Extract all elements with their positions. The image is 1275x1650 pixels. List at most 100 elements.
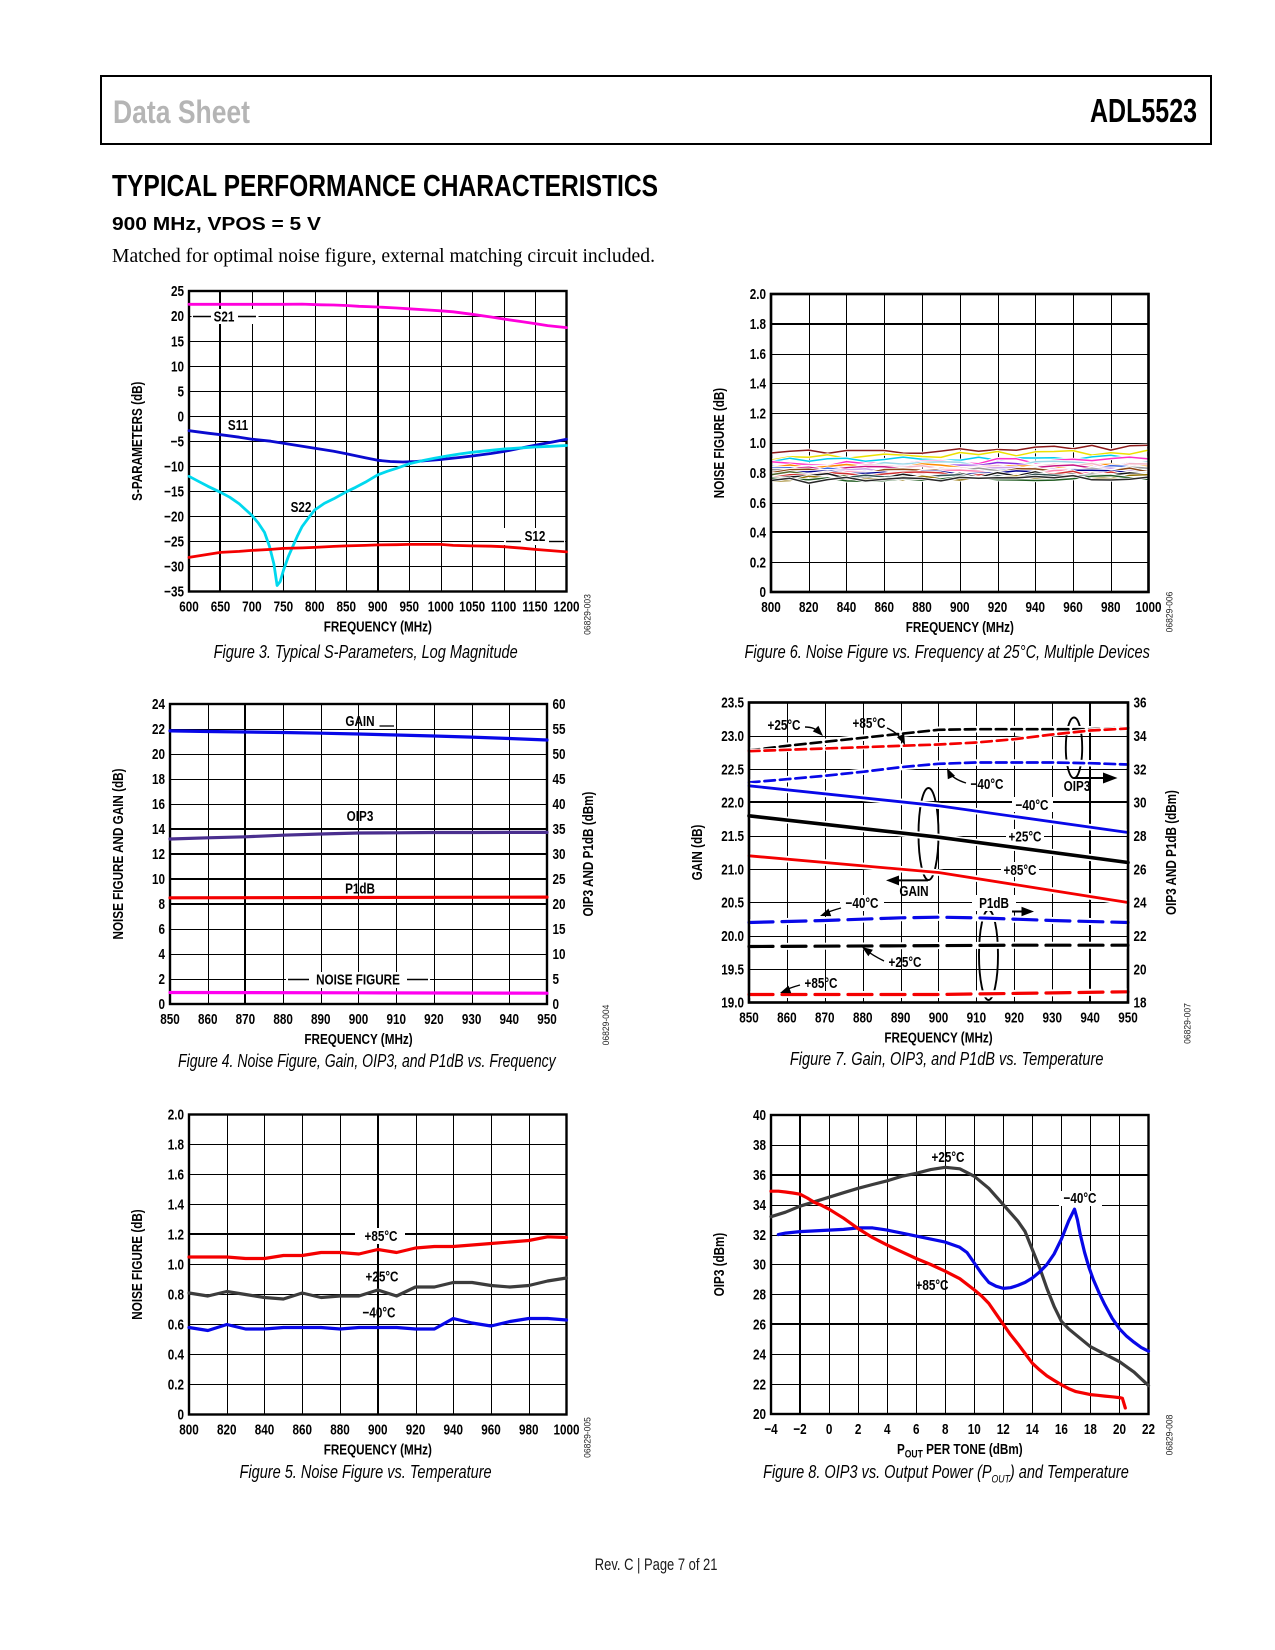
svg-text:0: 0 bbox=[158, 996, 165, 1013]
svg-text:12: 12 bbox=[152, 846, 165, 863]
svg-text:940: 940 bbox=[1080, 1009, 1100, 1026]
svg-text:GAIN: GAIN bbox=[345, 713, 374, 730]
svg-text:800: 800 bbox=[179, 1421, 199, 1438]
svg-text:6: 6 bbox=[913, 1421, 920, 1438]
svg-text:750: 750 bbox=[274, 598, 294, 615]
svg-text:−5: −5 bbox=[171, 433, 185, 450]
svg-text:20: 20 bbox=[1134, 961, 1147, 978]
svg-text:14: 14 bbox=[1026, 1421, 1039, 1438]
svg-text:23.0: 23.0 bbox=[721, 728, 744, 745]
svg-text:850: 850 bbox=[337, 598, 357, 615]
svg-text:6: 6 bbox=[158, 921, 165, 938]
svg-text:+85°C: +85°C bbox=[805, 975, 838, 992]
svg-text:+85°C: +85°C bbox=[853, 715, 886, 732]
svg-text:950: 950 bbox=[537, 1011, 557, 1028]
svg-text:OIP3: OIP3 bbox=[1064, 778, 1091, 795]
svg-text:2.0: 2.0 bbox=[750, 286, 766, 303]
svg-text:GAIN: GAIN bbox=[899, 883, 928, 900]
svg-text:+25°C: +25°C bbox=[932, 1149, 965, 1166]
svg-text:4: 4 bbox=[158, 946, 165, 963]
svg-text:19.5: 19.5 bbox=[721, 961, 744, 978]
svg-text:1000: 1000 bbox=[1135, 599, 1161, 616]
svg-text:25: 25 bbox=[553, 871, 566, 888]
svg-text:800: 800 bbox=[761, 599, 781, 616]
svg-text:P1dB: P1dB bbox=[345, 880, 375, 897]
svg-text:24: 24 bbox=[152, 696, 165, 713]
svg-text:700: 700 bbox=[242, 598, 262, 615]
svg-text:−15: −15 bbox=[164, 483, 184, 500]
svg-text:NOISE FIGURE (dB): NOISE FIGURE (dB) bbox=[129, 1209, 146, 1319]
svg-text:34: 34 bbox=[1134, 728, 1147, 745]
svg-text:940: 940 bbox=[443, 1421, 463, 1438]
svg-text:2.0: 2.0 bbox=[168, 1106, 184, 1123]
svg-text:5: 5 bbox=[177, 383, 184, 400]
svg-text:−20: −20 bbox=[164, 508, 184, 525]
svg-text:2: 2 bbox=[158, 971, 165, 988]
svg-text:40: 40 bbox=[553, 796, 566, 813]
svg-text:0.4: 0.4 bbox=[750, 524, 767, 541]
svg-text:840: 840 bbox=[837, 599, 857, 616]
svg-text:OIP3 AND P1dB (dBm): OIP3 AND P1dB (dBm) bbox=[580, 792, 597, 917]
svg-text:S22: S22 bbox=[291, 499, 312, 516]
svg-text:1.0: 1.0 bbox=[750, 435, 766, 452]
svg-text:1.6: 1.6 bbox=[168, 1166, 184, 1183]
svg-text:0.8: 0.8 bbox=[750, 465, 767, 482]
svg-text:860: 860 bbox=[874, 599, 894, 616]
svg-text:0.6: 0.6 bbox=[168, 1316, 184, 1333]
svg-text:28: 28 bbox=[1134, 828, 1147, 845]
svg-text:920: 920 bbox=[1005, 1009, 1025, 1026]
svg-text:910: 910 bbox=[386, 1011, 406, 1028]
svg-text:+25°C: +25°C bbox=[889, 954, 922, 971]
svg-text:24: 24 bbox=[1134, 894, 1147, 911]
svg-text:12: 12 bbox=[997, 1421, 1010, 1438]
svg-text:22: 22 bbox=[1142, 1421, 1155, 1438]
svg-text:34: 34 bbox=[753, 1197, 766, 1214]
svg-text:32: 32 bbox=[1134, 761, 1147, 778]
svg-text:820: 820 bbox=[799, 599, 819, 616]
svg-text:5: 5 bbox=[553, 971, 560, 988]
svg-text:FREQUENCY (MHz): FREQUENCY (MHz) bbox=[324, 1441, 432, 1458]
svg-text:950: 950 bbox=[399, 598, 419, 615]
svg-text:23.5: 23.5 bbox=[721, 694, 744, 711]
svg-text:21.5: 21.5 bbox=[721, 828, 744, 845]
svg-text:06829-003: 06829-003 bbox=[582, 594, 592, 635]
svg-text:8: 8 bbox=[158, 896, 165, 913]
svg-text:910: 910 bbox=[967, 1009, 987, 1026]
svg-text:20: 20 bbox=[553, 896, 566, 913]
svg-text:22: 22 bbox=[1134, 928, 1147, 945]
svg-text:14: 14 bbox=[152, 821, 165, 838]
svg-text:16: 16 bbox=[1055, 1421, 1068, 1438]
svg-text:FREQUENCY (MHz): FREQUENCY (MHz) bbox=[884, 1029, 992, 1046]
svg-text:1.8: 1.8 bbox=[168, 1136, 185, 1153]
svg-text:26: 26 bbox=[753, 1316, 766, 1333]
svg-text:840: 840 bbox=[255, 1421, 275, 1438]
svg-text:880: 880 bbox=[912, 599, 932, 616]
svg-text:36: 36 bbox=[1134, 694, 1147, 711]
svg-text:0.8: 0.8 bbox=[168, 1286, 185, 1303]
svg-text:NOISE FIGURE (dB): NOISE FIGURE (dB) bbox=[711, 388, 728, 498]
svg-text:NOISE FIGURE AND GAIN (dB): NOISE FIGURE AND GAIN (dB) bbox=[110, 769, 127, 940]
svg-text:0: 0 bbox=[759, 584, 766, 601]
svg-text:20: 20 bbox=[152, 746, 165, 763]
svg-text:−40°C: −40°C bbox=[1016, 797, 1049, 814]
svg-text:1.6: 1.6 bbox=[750, 345, 766, 362]
svg-text:0.2: 0.2 bbox=[750, 554, 766, 571]
svg-text:GAIN (dB): GAIN (dB) bbox=[689, 825, 706, 881]
svg-text:8: 8 bbox=[942, 1421, 949, 1438]
svg-text:06829-007: 06829-007 bbox=[1182, 1003, 1192, 1044]
svg-text:POUT PER TONE (dBm): POUT PER TONE (dBm) bbox=[897, 1441, 1023, 1461]
svg-text:920: 920 bbox=[424, 1011, 444, 1028]
svg-text:1.0: 1.0 bbox=[168, 1256, 184, 1273]
svg-text:P1dB: P1dB bbox=[979, 895, 1009, 912]
svg-text:0: 0 bbox=[826, 1421, 833, 1438]
svg-text:10: 10 bbox=[553, 946, 566, 963]
svg-text:650: 650 bbox=[211, 598, 231, 615]
svg-text:FREQUENCY (MHz): FREQUENCY (MHz) bbox=[906, 619, 1014, 636]
svg-text:900: 900 bbox=[950, 599, 970, 616]
svg-text:960: 960 bbox=[481, 1421, 501, 1438]
svg-text:20: 20 bbox=[1113, 1421, 1126, 1438]
svg-text:+25°C: +25°C bbox=[1009, 828, 1042, 845]
svg-text:860: 860 bbox=[292, 1421, 312, 1438]
svg-text:18: 18 bbox=[1084, 1421, 1097, 1438]
svg-text:20: 20 bbox=[171, 308, 184, 325]
